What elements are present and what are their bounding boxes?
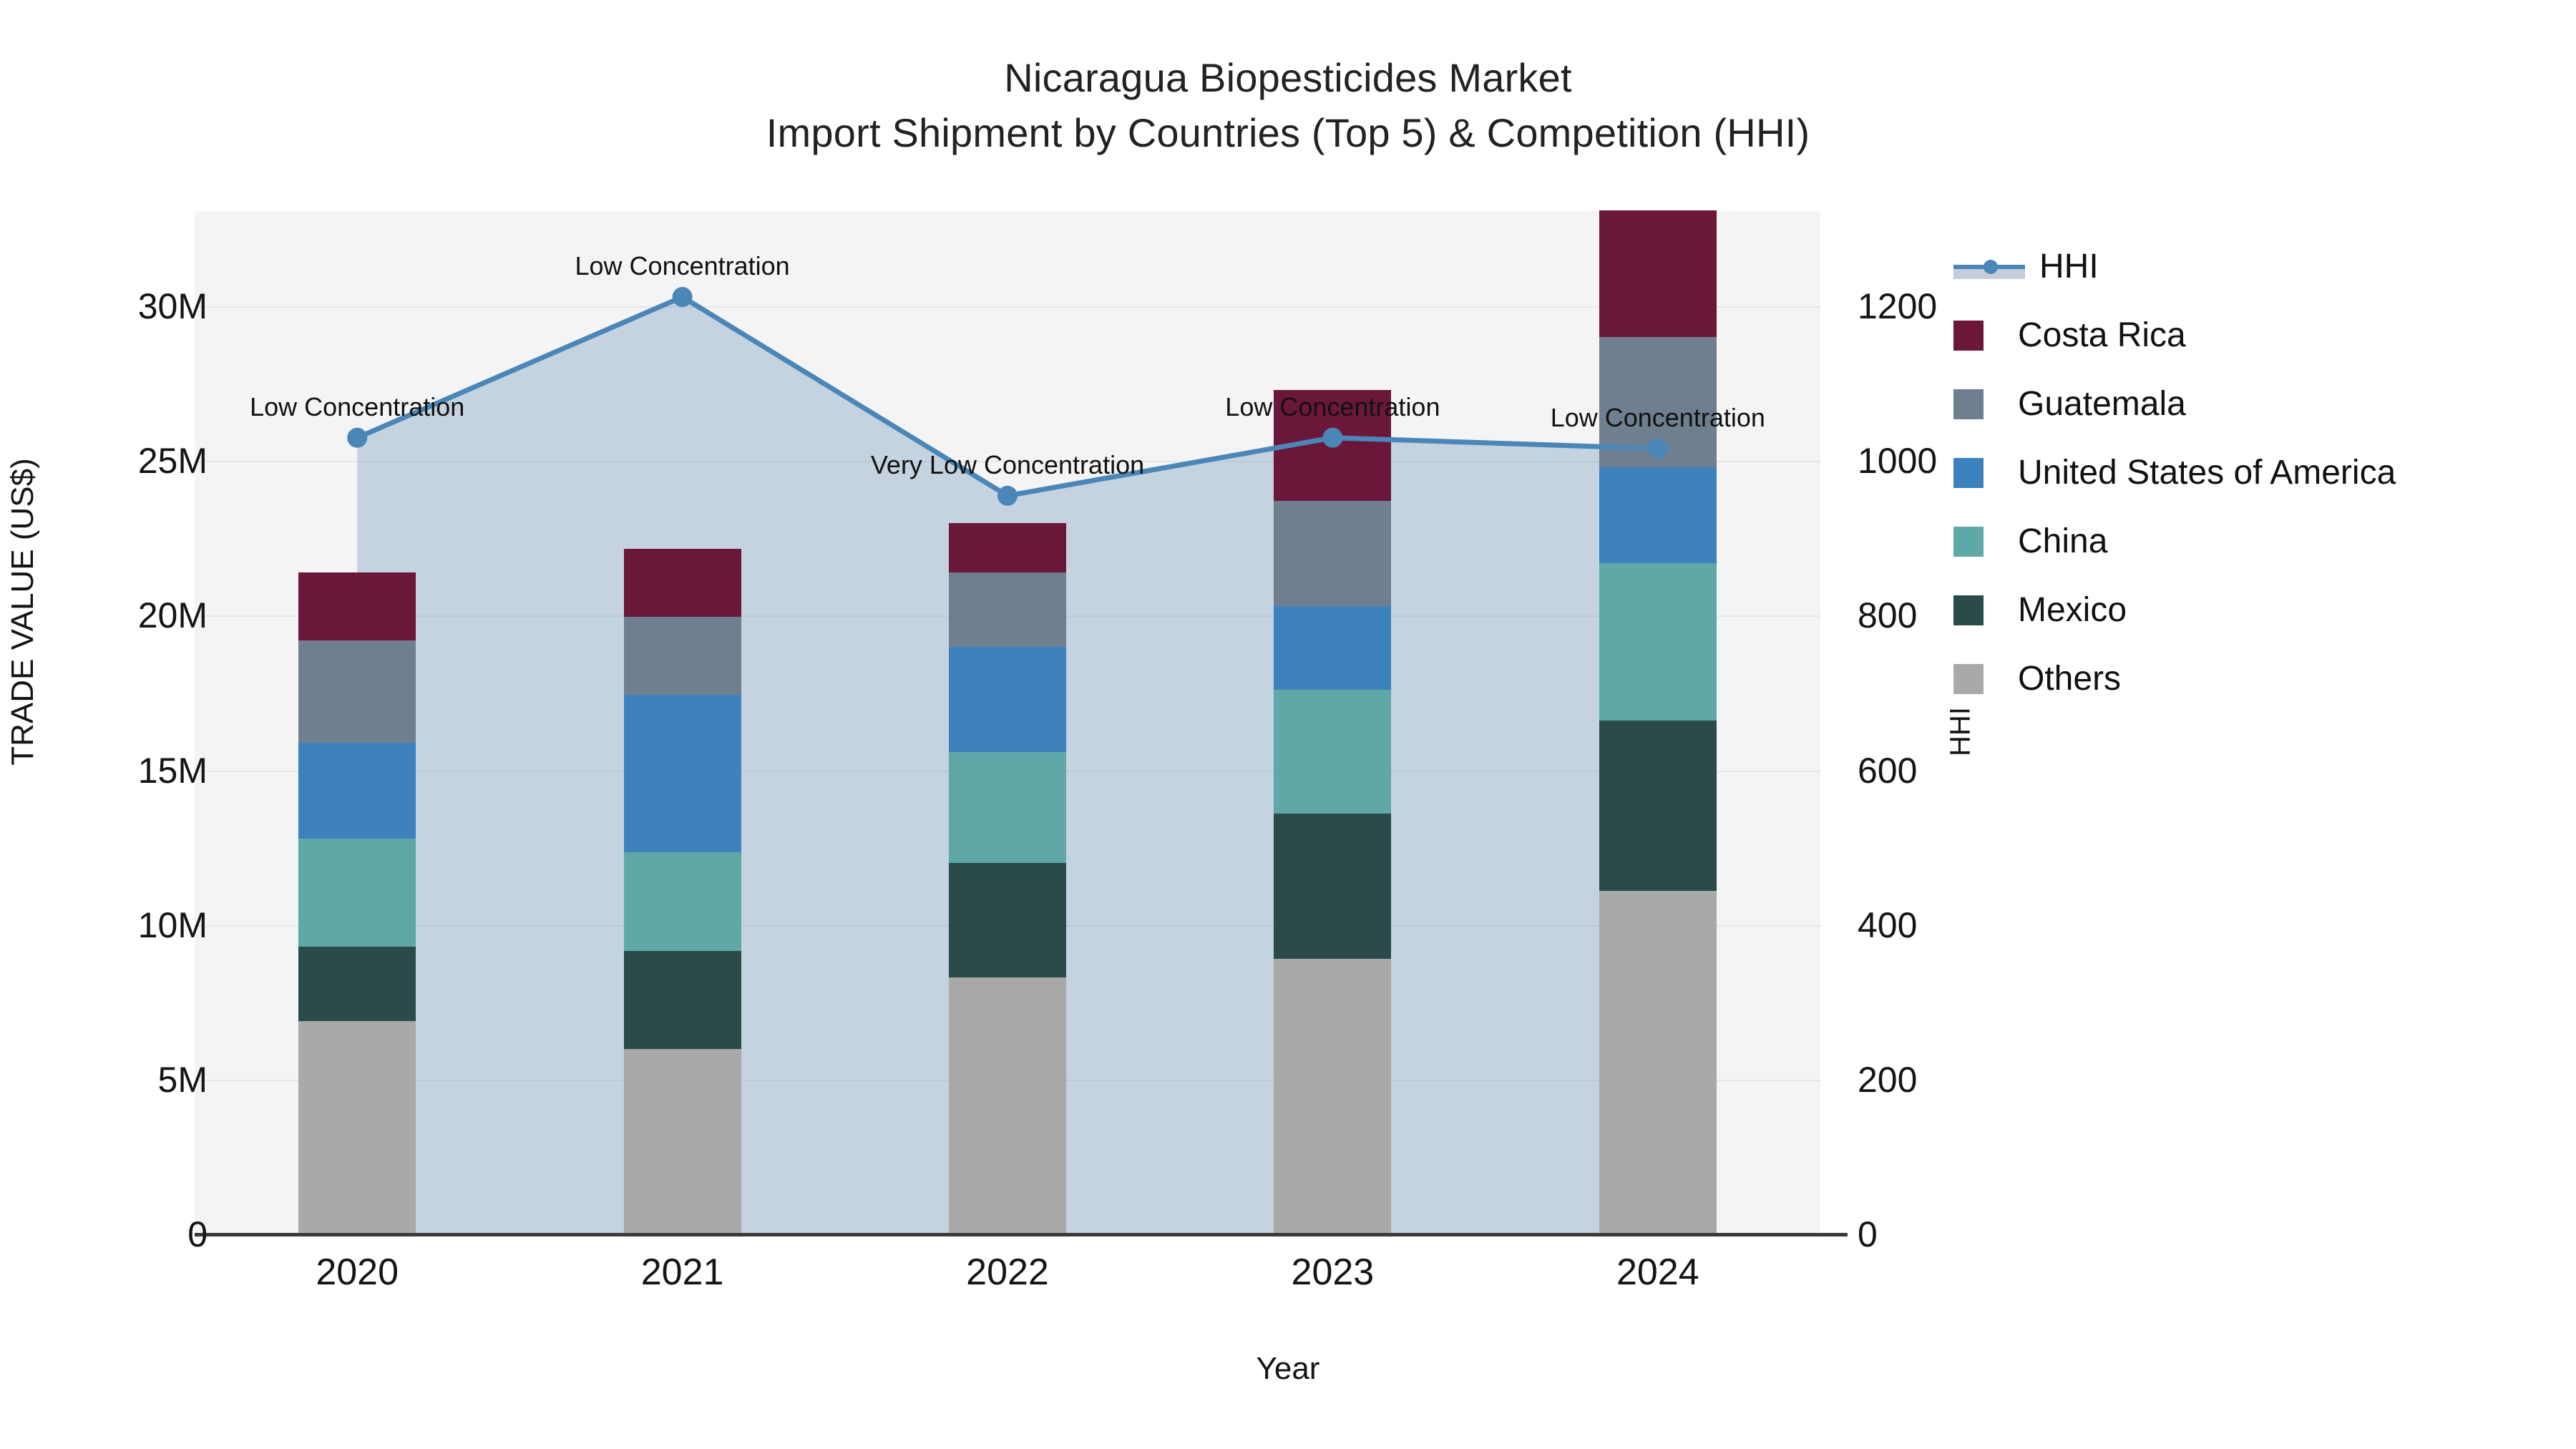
bar-segment[interactable]: [1599, 721, 1717, 892]
bar-segment[interactable]: [298, 640, 416, 743]
plot-area: [195, 210, 1820, 1234]
y-tick-right: 400: [1858, 904, 1918, 945]
y-tick-left: 30M: [137, 286, 208, 326]
legend-item-label: Others: [2018, 660, 2122, 698]
x-tick: 2021: [640, 1252, 724, 1293]
legend-item-label: Costa Rica: [2018, 316, 2186, 354]
legend-color-swatch: [1953, 389, 1984, 419]
bar-segment[interactable]: [1274, 606, 1392, 691]
y-tick-left: 20M: [137, 595, 208, 636]
y-tick-right: 1200: [1858, 286, 1938, 326]
bar-stack[interactable]: [1599, 210, 1717, 1234]
legend-item[interactable]: HHI: [1953, 233, 2569, 301]
x-axis-label: Year: [1256, 1351, 1320, 1386]
legend-item-label: HHI: [2039, 248, 2099, 286]
bar-segment[interactable]: [298, 838, 416, 947]
y-tick-right: 200: [1858, 1059, 1918, 1100]
legend-item-label: China: [2018, 522, 2108, 560]
bar-segment[interactable]: [298, 946, 416, 1021]
title-line-1: Nicaragua Biopesticides Market: [1004, 55, 1572, 100]
title-line-2: Import Shipment by Countries (Top 5) & C…: [766, 110, 1810, 156]
y-tick-right: 1000: [1858, 441, 1938, 482]
legend: HHI Costa Rica Guatemala United States of A…: [1953, 233, 2569, 713]
legend-line-icon: [1953, 252, 2025, 282]
x-tick: 2022: [966, 1252, 1049, 1293]
bar-segment[interactable]: [1599, 562, 1717, 721]
legend-color-swatch: [1953, 664, 1984, 694]
bar-segment[interactable]: [298, 1020, 416, 1234]
legend-item[interactable]: Costa Rica: [1953, 301, 2569, 370]
bar-segment[interactable]: [949, 572, 1066, 647]
bar-segment[interactable]: [949, 646, 1066, 752]
bar-stack[interactable]: [298, 211, 416, 1234]
legend-item-label: Guatemala: [2018, 385, 2186, 423]
legend-item[interactable]: China: [1953, 507, 2569, 576]
bar-segment[interactable]: [1274, 814, 1392, 960]
legend-item[interactable]: Others: [1953, 645, 2569, 713]
y-tick-left: 0: [187, 1214, 208, 1254]
y-axis-left-label: TRADE VALUE (US$): [5, 458, 40, 766]
legend-item-label: Mexico: [2018, 591, 2127, 629]
legend-color-swatch: [1953, 595, 1984, 625]
y-tick-left: 25M: [137, 441, 208, 482]
bar-segment[interactable]: [949, 522, 1066, 572]
y-tick-right: 800: [1858, 595, 1918, 636]
y-tick-left: 15M: [137, 750, 208, 791]
legend-item[interactable]: Mexico: [1953, 576, 2569, 645]
legend-line-dot: [1984, 260, 1998, 274]
bar-segment[interactable]: [623, 694, 741, 853]
bar-segment[interactable]: [298, 572, 416, 640]
legend-color-swatch: [1953, 527, 1984, 557]
y-tick-left: 5M: [157, 1059, 208, 1100]
bar-stack[interactable]: [1274, 211, 1392, 1234]
x-tick: 2023: [1291, 1252, 1375, 1293]
bar-segment[interactable]: [1599, 467, 1717, 563]
legend-item[interactable]: Guatemala: [1953, 370, 2569, 439]
bar-segment[interactable]: [1274, 959, 1392, 1234]
bar-segment[interactable]: [1599, 337, 1717, 467]
x-axis-line: [195, 1233, 1848, 1236]
x-tick: 2024: [1616, 1252, 1699, 1293]
bar-segment[interactable]: [623, 951, 741, 1049]
bar-segment[interactable]: [623, 617, 741, 695]
bar-stack[interactable]: [949, 211, 1066, 1234]
legend-color-swatch: [1953, 458, 1984, 488]
bar-stack[interactable]: [623, 211, 741, 1234]
bar-segment[interactable]: [623, 852, 741, 952]
legend-area-band: [1953, 269, 2025, 279]
bar-segment[interactable]: [1274, 690, 1392, 814]
bar-segment[interactable]: [298, 742, 416, 839]
y-tick-right: 0: [1858, 1214, 1878, 1254]
bar-segment[interactable]: [1274, 501, 1392, 607]
legend-color-swatch: [1953, 321, 1984, 351]
y-tick-left: 10M: [137, 904, 208, 945]
bar-segment[interactable]: [1599, 891, 1717, 1234]
legend-item-label: United States of America: [2018, 454, 2396, 492]
bar-segment[interactable]: [949, 977, 1066, 1234]
legend-item[interactable]: United States of America: [1953, 439, 2569, 507]
bar-segment[interactable]: [949, 863, 1066, 978]
bar-segment[interactable]: [623, 549, 741, 618]
bar-segment[interactable]: [1274, 389, 1392, 502]
bar-segment[interactable]: [623, 1048, 741, 1234]
bar-segment[interactable]: [1599, 210, 1717, 338]
x-tick: 2020: [316, 1252, 399, 1293]
y-tick-right: 600: [1858, 750, 1918, 791]
chart-title: Nicaragua Biopesticides Market Import Sh…: [0, 50, 2576, 161]
bar-segment[interactable]: [949, 751, 1066, 864]
